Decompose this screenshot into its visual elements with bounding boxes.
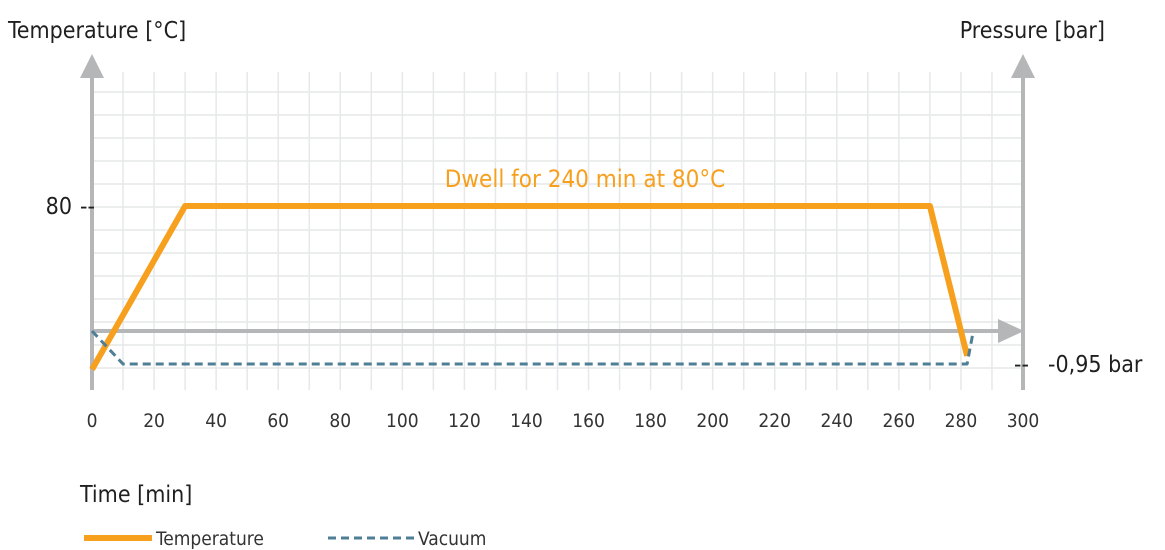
- right-y-axis-arrow: [1011, 54, 1035, 78]
- x-axis-arrow: [998, 319, 1024, 343]
- x-tick-label: 40: [205, 410, 227, 432]
- y-tick-mark-80: --: [80, 194, 95, 220]
- x-tick-label: 220: [758, 410, 791, 432]
- left-axis-title: Temperature [°C]: [7, 18, 186, 44]
- x-tick-label: 140: [510, 410, 543, 432]
- x-tick-label: 200: [696, 410, 729, 432]
- y-tick-label-80: 80: [46, 194, 72, 220]
- x-tick-label: 180: [634, 410, 667, 432]
- x-tick-label: 20: [143, 410, 165, 432]
- grid: [92, 72, 1023, 390]
- series-layer: [89, 203, 975, 371]
- x-tick-label: 280: [945, 410, 978, 432]
- x-tick-label: 300: [1007, 410, 1040, 432]
- temperature-series-line: [89, 203, 971, 371]
- pressure-tick-label: -0,95 bar: [1048, 352, 1143, 378]
- x-tick-label: 120: [448, 410, 481, 432]
- x-tick-label: 240: [820, 410, 853, 432]
- x-tick-label: 260: [883, 410, 916, 432]
- legend: Temperature Vacuum: [84, 528, 486, 550]
- x-tick-label: 100: [386, 410, 419, 432]
- dwell-annotation: Dwell for 240 min at 80°C: [445, 165, 726, 193]
- vacuum-series-line: [90, 329, 975, 366]
- legend-vacuum-label: Vacuum: [418, 528, 486, 550]
- x-tick-label: 60: [267, 410, 289, 432]
- x-tick-labels: 0 20 40 60 80 100 120 140 160 180 200 220 240 260 280 3…: [87, 410, 1040, 432]
- x-tick-label: 80: [329, 410, 351, 432]
- legend-temperature-label: Temperature: [155, 528, 264, 550]
- x-tick-label: 0: [87, 410, 98, 432]
- x-axis-title: Time [min]: [79, 482, 192, 508]
- left-y-axis-arrow: [80, 54, 104, 78]
- pressure-tick-mark: --: [1014, 352, 1029, 378]
- x-tick-label: 160: [572, 410, 605, 432]
- right-axis-title: Pressure [bar]: [960, 18, 1105, 44]
- axes: [80, 54, 1035, 390]
